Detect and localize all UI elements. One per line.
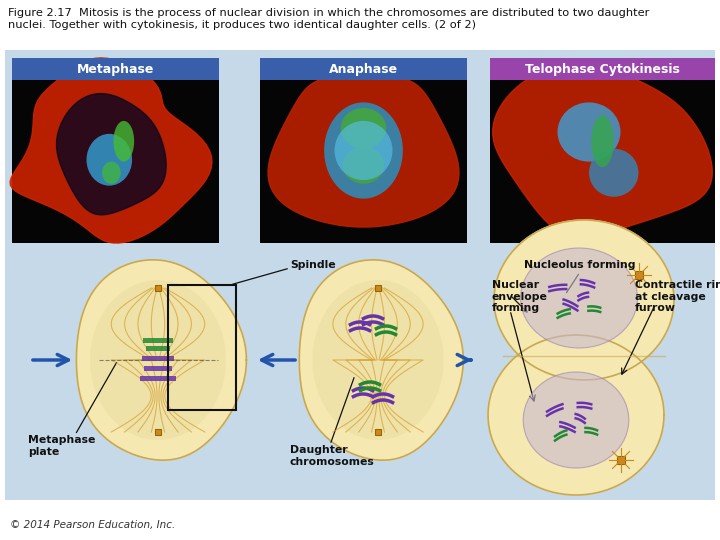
Bar [635,271,643,279]
Ellipse shape [557,103,621,161]
Ellipse shape [589,148,639,197]
Bar [12,58,219,243]
Text: Telophase Cytokinesis: Telophase Cytokinesis [525,63,680,76]
Bar [144,366,172,371]
Ellipse shape [343,147,384,184]
Ellipse shape [86,134,132,186]
Bar [617,456,625,464]
Bar [142,356,174,361]
Ellipse shape [523,372,629,468]
Bar [260,58,467,80]
Ellipse shape [90,280,226,440]
Ellipse shape [102,161,121,184]
Bar [155,429,161,435]
Polygon shape [494,220,674,380]
Bar [140,376,176,381]
Polygon shape [300,260,463,460]
Bar [5,50,715,500]
Bar [375,285,381,291]
Bar [12,58,219,80]
Ellipse shape [335,121,392,180]
Bar [260,58,467,243]
Polygon shape [57,93,166,215]
Polygon shape [492,64,712,237]
Polygon shape [76,260,246,460]
Text: Spindle: Spindle [290,260,336,270]
Text: © 2014 Pearson Education, Inc.: © 2014 Pearson Education, Inc. [10,520,175,530]
Polygon shape [10,58,212,243]
Text: Metaphase: Metaphase [77,63,154,76]
Text: Daughter
chromosomes: Daughter chromosomes [290,445,374,467]
Polygon shape [488,335,664,495]
Ellipse shape [521,248,637,348]
Bar [155,285,161,291]
Ellipse shape [324,103,402,199]
Bar [143,338,173,343]
Ellipse shape [114,121,134,161]
Text: Contractile ring
at cleavage
furrow: Contractile ring at cleavage furrow [635,280,720,313]
Bar [146,346,170,351]
Text: Metaphase
plate: Metaphase plate [28,435,95,457]
Text: Nuclear
envelope
forming: Nuclear envelope forming [492,280,548,313]
Ellipse shape [591,116,613,167]
Ellipse shape [312,280,444,440]
Text: Anaphase: Anaphase [329,63,398,76]
Bar [168,285,236,410]
Text: Figure 2.17  Mitosis is the process of nuclear division in which the chromosomes: Figure 2.17 Mitosis is the process of nu… [8,8,649,30]
Ellipse shape [341,108,386,148]
Text: Nucleolus forming: Nucleolus forming [524,260,636,270]
Bar [490,58,715,243]
Bar [375,429,381,435]
Polygon shape [268,74,459,227]
Bar [490,58,715,80]
